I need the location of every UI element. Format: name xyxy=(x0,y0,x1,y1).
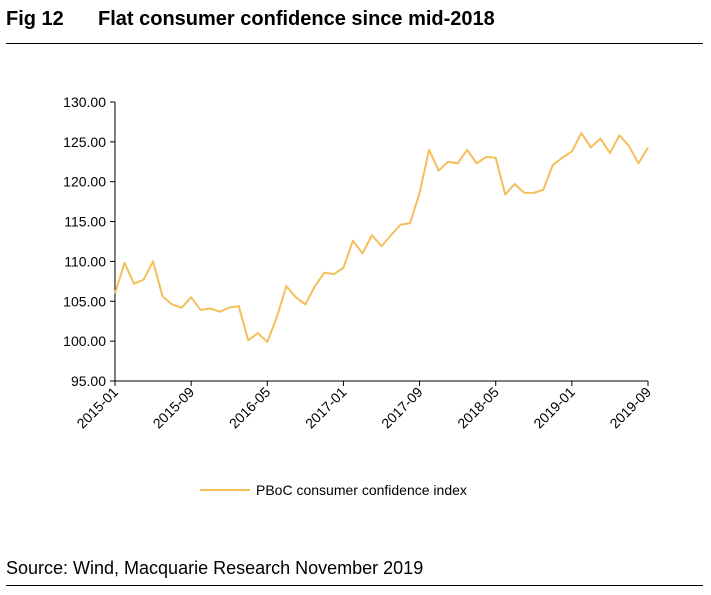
x-tick-label: 2015-09 xyxy=(150,384,198,432)
data-point xyxy=(209,307,212,310)
data-point xyxy=(180,306,183,309)
data-point xyxy=(123,262,126,265)
y-tick-label: 105.00 xyxy=(63,293,106,309)
data-point xyxy=(418,191,421,194)
data-point xyxy=(428,148,431,151)
data-point xyxy=(390,234,393,237)
bottom-rule xyxy=(6,585,703,586)
figure-title-text: Flat consumer confidence since mid-2018 xyxy=(98,8,495,30)
data-point xyxy=(447,160,450,163)
data-point xyxy=(351,239,354,242)
y-tick-label: 125.00 xyxy=(63,134,106,150)
figure-number: Fig 12 xyxy=(6,8,64,30)
data-point xyxy=(171,303,174,306)
data-point xyxy=(114,292,117,295)
data-point xyxy=(551,163,554,166)
data-point xyxy=(399,223,402,226)
y-tick-label: 130.00 xyxy=(63,94,106,110)
data-point xyxy=(190,296,193,299)
data-point xyxy=(637,162,640,165)
data-point xyxy=(437,169,440,172)
data-point xyxy=(247,339,250,342)
data-point xyxy=(599,137,602,140)
data-point xyxy=(523,191,526,194)
data-point xyxy=(313,285,316,288)
data-point xyxy=(561,156,564,159)
data-point xyxy=(199,309,202,312)
data-point xyxy=(370,234,373,237)
data-point xyxy=(504,193,507,196)
data-point xyxy=(647,146,650,149)
data-point xyxy=(627,144,630,147)
data-point xyxy=(294,296,297,299)
x-tick-label: 2019-09 xyxy=(606,384,654,432)
x-tick-label: 2016-05 xyxy=(226,384,274,432)
data-point xyxy=(494,156,497,159)
y-tick-label: 115.00 xyxy=(64,214,106,230)
data-point xyxy=(332,273,335,276)
y-tick-label: 95.00 xyxy=(71,373,106,389)
x-axis: 2015-01 2015-09 2016-05 2017-01 2017-09 2018-… xyxy=(73,380,654,432)
figure-title: Fig 12 Flat consumer confidence since mid… xyxy=(6,8,495,31)
data-point xyxy=(456,162,459,165)
data-point xyxy=(275,316,278,319)
data-point xyxy=(237,305,240,308)
y-tick-label: 120.00 xyxy=(63,174,106,190)
data-point xyxy=(485,156,488,159)
data-point xyxy=(304,303,307,306)
data-point xyxy=(608,152,611,155)
data-point xyxy=(142,278,145,281)
x-tick-label: 2017-09 xyxy=(378,384,426,432)
legend: PBoC consumer confidence index xyxy=(200,482,467,498)
data-point xyxy=(266,340,269,343)
data-point xyxy=(618,134,621,137)
data-point xyxy=(256,332,259,335)
y-tick-label: 110.00 xyxy=(64,253,106,269)
data-point xyxy=(570,150,573,153)
x-tick-label: 2019-01 xyxy=(530,384,578,432)
title-rule xyxy=(6,43,703,44)
x-tick-label: 2018-05 xyxy=(454,384,502,432)
legend-label: PBoC consumer confidence index xyxy=(256,482,467,498)
source-note: Source: Wind, Macquarie Research Novembe… xyxy=(6,558,424,578)
data-point xyxy=(380,245,383,248)
data-point xyxy=(580,132,583,135)
x-tick-label: 2017-01 xyxy=(302,384,350,432)
data-point xyxy=(228,306,231,309)
data-point xyxy=(409,222,412,225)
data-point xyxy=(542,188,545,191)
data-point xyxy=(513,183,516,186)
data-point xyxy=(161,295,164,298)
y-axis: 95.00 100.00 105.00 110.00 115.00 120.00 125.0… xyxy=(63,94,116,389)
data-point xyxy=(361,252,364,255)
series-layer xyxy=(114,132,650,343)
series-line-pboc-consumer-confidence xyxy=(114,132,649,343)
y-tick-label: 100.00 xyxy=(63,333,106,349)
data-point xyxy=(152,260,155,263)
data-point xyxy=(589,146,592,149)
x-tick-label: 2015-01 xyxy=(73,384,121,432)
data-point xyxy=(532,191,535,194)
data-point xyxy=(466,148,469,151)
data-point xyxy=(342,266,345,269)
data-point xyxy=(285,285,288,288)
data-point xyxy=(133,282,136,285)
data-point xyxy=(475,162,478,165)
data-point xyxy=(218,310,221,313)
data-point xyxy=(323,271,326,274)
